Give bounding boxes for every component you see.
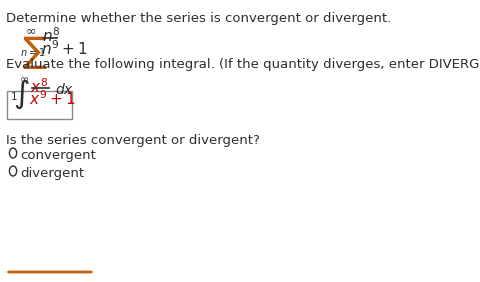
Text: $n=1$: $n=1$ xyxy=(20,46,46,58)
Text: $\infty$: $\infty$ xyxy=(19,74,29,84)
Text: $x^8$: $x^8$ xyxy=(30,77,48,96)
Text: convergent: convergent xyxy=(20,149,96,162)
Text: $\sum$: $\sum$ xyxy=(22,34,47,71)
Text: $\int$: $\int$ xyxy=(13,78,30,111)
Text: $\infty$: $\infty$ xyxy=(25,24,36,37)
Text: divergent: divergent xyxy=(20,167,84,180)
Text: $x^9+1$: $x^9+1$ xyxy=(29,89,75,108)
Text: $1$: $1$ xyxy=(10,90,18,102)
Text: Is the series convergent or divergent?: Is the series convergent or divergent? xyxy=(6,134,259,147)
Text: $dx$: $dx$ xyxy=(55,82,74,97)
Text: $n^9+1$: $n^9+1$ xyxy=(40,39,87,58)
Text: Evaluate the following integral. (If the quantity diverges, enter DIVERGES.): Evaluate the following integral. (If the… xyxy=(6,58,480,71)
Text: $n^8$: $n^8$ xyxy=(42,26,60,45)
FancyBboxPatch shape xyxy=(7,91,72,119)
Text: Determine whether the series is convergent or divergent.: Determine whether the series is converge… xyxy=(6,12,390,25)
